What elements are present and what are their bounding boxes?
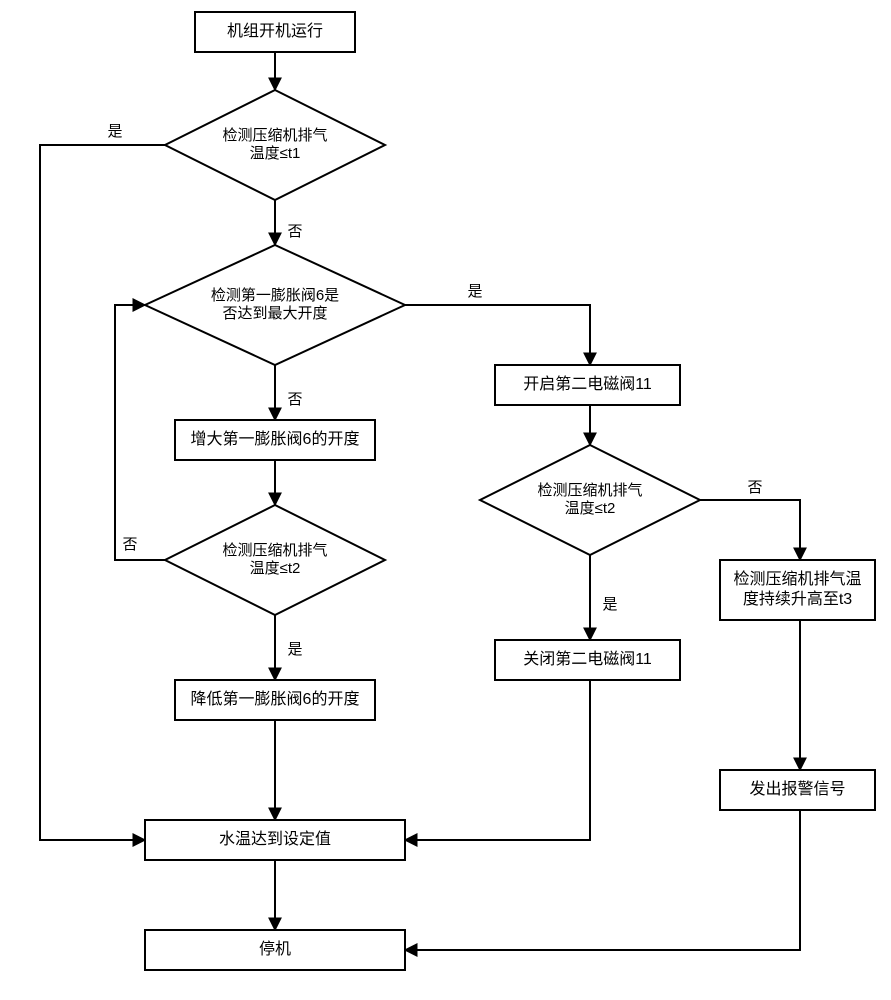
node-detectT3: 检测压缩机排气温度持续升高至t3 [720,560,875,620]
node-waterTemp: 水温达到设定值 [145,820,405,860]
node-detectT3-line1: 度持续升高至t3 [743,590,852,608]
node-d1-line1: 温度≤t1 [250,145,301,162]
edge-7-label: 是 [287,641,302,658]
edge-1-label: 否 [287,223,302,240]
edge-2-label: 是 [107,123,122,140]
node-d4: 检测压缩机排气温度≤t2 [480,445,700,555]
node-start-line0: 机组开机运行 [227,22,323,40]
node-incValve: 增大第一膨胀阀6的开度 [175,420,375,460]
edge-12 [405,680,590,840]
node-waterTemp-line0: 水温达到设定值 [219,830,331,848]
node-d2-line1: 否达到最大开度 [222,305,327,322]
edge-2 [40,145,165,840]
node-closeSV-line0: 关闭第二电磁阀11 [523,650,652,668]
node-d1: 检测压缩机排气温度≤t1 [165,90,385,200]
flowchart-diagram: 机组开机运行检测压缩机排气温度≤t1检测第一膨胀阀6是否达到最大开度开启第二电磁… [0,0,891,1000]
edge-6-label: 否 [122,536,137,553]
node-closeSV: 关闭第二电磁阀11 [495,640,680,680]
node-d2: 检测第一膨胀阀6是否达到最大开度 [145,245,405,365]
node-d3-line0: 检测压缩机排气 [222,542,327,559]
node-start: 机组开机运行 [195,12,355,52]
edge-11 [700,500,800,560]
node-openSV: 开启第二电磁阀11 [495,365,680,405]
edge-4-label: 是 [467,283,482,300]
node-d4-line0: 检测压缩机排气 [537,482,642,499]
edge-3-label: 否 [287,391,302,408]
edge-6 [115,305,165,560]
node-openSV-line0: 开启第二电磁阀11 [523,375,652,393]
node-alarm: 发出报警信号 [720,770,875,810]
node-incValve-line0: 增大第一膨胀阀6的开度 [191,430,360,448]
node-stop: 停机 [145,930,405,970]
edge-10-label: 是 [602,596,617,613]
node-d4-line1: 温度≤t2 [565,500,616,517]
node-d2-line0: 检测第一膨胀阀6是 [211,286,339,304]
edge-11-label: 否 [747,479,762,496]
node-detectT3-line0: 检测压缩机排气温 [733,570,861,588]
node-decValve: 降低第一膨胀阀6的开度 [175,680,375,720]
node-alarm-line0: 发出报警信号 [749,780,845,798]
node-d3-line1: 温度≤t2 [250,560,301,577]
edge-14 [405,810,800,950]
node-stop-line0: 停机 [259,940,291,958]
node-d3: 检测压缩机排气温度≤t2 [165,505,385,615]
node-d1-line0: 检测压缩机排气 [222,127,327,144]
node-decValve-line0: 降低第一膨胀阀6的开度 [191,690,360,708]
edge-4 [405,305,590,365]
